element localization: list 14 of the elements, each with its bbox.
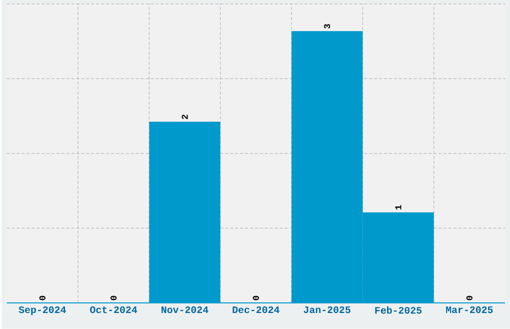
- x-tick-label: Nov-2024: [162, 306, 208, 314]
- x-tick-label: Feb-2025: [375, 306, 422, 314]
- data-label: 1: [395, 205, 402, 210]
- data-label: 2: [182, 114, 188, 120]
- x-tick-label: Mar-2025: [446, 306, 493, 314]
- x-tick-label: Jan-2025: [304, 306, 350, 314]
- data-label: 0: [39, 296, 46, 300]
- x-tick-label: Oct-2024: [90, 306, 138, 314]
- data-label: 0: [252, 296, 259, 300]
- x-tick-label: Sep-2024: [18, 306, 66, 316]
- data-label: 0: [466, 296, 472, 300]
- x-tick-label: Dec-2024: [232, 306, 280, 314]
- data-label: 0: [110, 296, 117, 300]
- data-label: 3: [324, 24, 330, 29]
